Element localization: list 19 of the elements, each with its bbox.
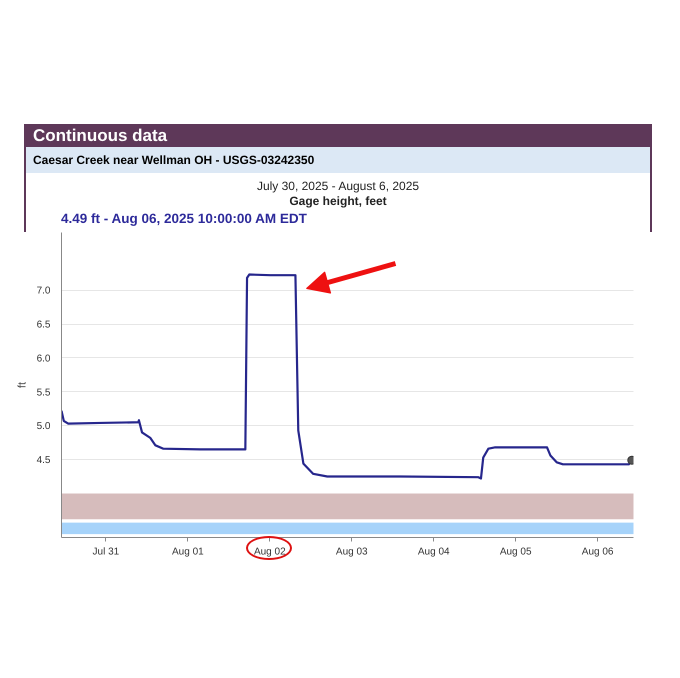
- text: July 30, 2025 - August 6, 2025: [256, 179, 420, 194]
- y-tick-label: 5.0: [36, 421, 51, 432]
- y-tick-label: 5.5: [36, 387, 51, 398]
- x-tick-label: Aug 01: [172, 546, 204, 558]
- x-tick-label: Aug 05: [500, 546, 532, 558]
- y-tick-label: 7.0: [36, 286, 51, 297]
- y-tick-label: 6.5: [36, 320, 51, 330]
- chart-title: Continuous data: [26, 124, 650, 147]
- chart-subtitle: Caesar Creek near Wellman OH - USGS-03242350: [26, 147, 650, 173]
- y-tick-label: 4.5: [36, 455, 51, 466]
- x-tick-label: Jul 31: [92, 546, 120, 558]
- y-tick-label: 6.0: [36, 353, 51, 364]
- x-tick-label: Aug 03: [336, 546, 368, 558]
- x-tick-label: Aug 02: [254, 546, 286, 558]
- y-axis-title: ft: [16, 382, 29, 388]
- text: Gage height, feet: [288, 194, 388, 209]
- text: 4.49 ft - Aug 06, 2025 10:00:00 AM EDT: [60, 210, 308, 227]
- x-tick-label: Aug 06: [582, 546, 614, 558]
- x-tick-label: Aug 04: [418, 546, 450, 558]
